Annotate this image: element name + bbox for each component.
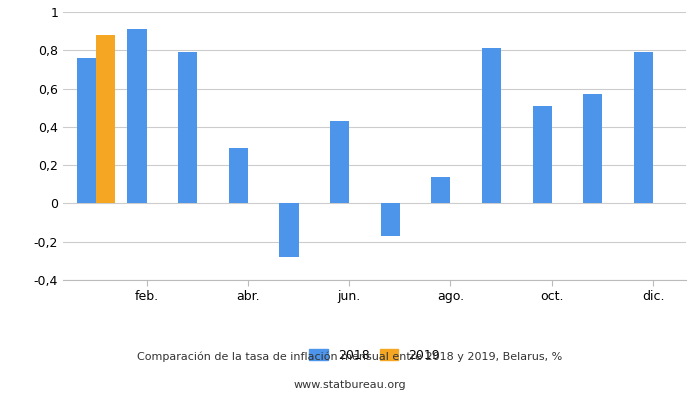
Bar xyxy=(482,48,501,204)
Text: Comparación de la tasa de inflación mensual entre 2018 y 2019, Belarus, %: Comparación de la tasa de inflación mens… xyxy=(137,352,563,362)
Legend: 2018, 2019: 2018, 2019 xyxy=(305,345,444,366)
Bar xyxy=(583,94,603,204)
Bar xyxy=(127,29,146,204)
Bar xyxy=(533,106,552,204)
Bar xyxy=(330,121,349,204)
Bar xyxy=(634,52,653,204)
Bar xyxy=(178,52,197,204)
Text: www.statbureau.org: www.statbureau.org xyxy=(294,380,406,390)
Bar xyxy=(77,58,96,204)
Bar xyxy=(381,204,400,236)
Bar xyxy=(279,204,298,257)
Bar xyxy=(431,177,451,204)
Bar xyxy=(229,148,248,204)
Bar xyxy=(96,35,116,204)
